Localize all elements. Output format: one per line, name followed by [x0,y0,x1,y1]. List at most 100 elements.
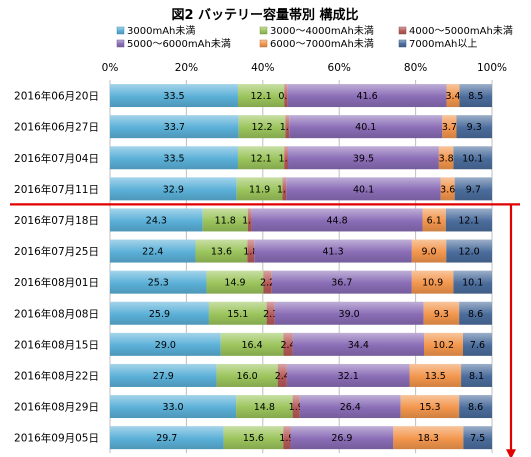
bar-segment [423,301,460,325]
data-label: 1.9 [289,402,304,413]
data-label: 12.1 [458,215,479,226]
data-label: 8.6 [468,309,483,320]
data-label: 33.5 [163,153,184,164]
data-label: 12.0 [459,247,480,258]
legend-swatch [259,26,268,35]
bar-segment [202,208,248,232]
x-tick-label: 20% [175,62,198,74]
data-label: 32.1 [338,371,359,382]
gridlines [109,80,493,454]
data-label: 3.4 [445,91,460,102]
bar-segment [236,177,283,201]
data-label: 8.6 [468,402,483,413]
data-label: 7.5 [470,433,485,444]
data-label: 2.4 [280,340,295,351]
bar-segment [446,239,492,263]
data-label: 26.9 [331,433,352,444]
y-category-label: 2016年07月18日 [14,214,99,227]
bar-segment [288,146,439,170]
data-label: 36.7 [331,278,352,289]
data-label: 3.6 [440,184,455,195]
bar-segment [110,84,238,108]
bar-segment [238,115,286,139]
data-label: 1.0 [280,122,295,133]
bars: 33.5 12.1 0.9 41.6 3.4 8.5 33.7 12.2 1.0 40.1 3.7 9… [110,84,492,450]
bar-segment [277,363,287,387]
y-category-label: 2016年07月25日 [14,245,99,258]
bar-segment [247,208,252,232]
legend-label: 4000～5000mAh未満 [409,25,513,37]
bar-segment [266,301,275,325]
arrow-head [506,449,516,457]
legend: 3000mAh未満 3000～4000mAh未満 4000～5000mAh未満 500… [116,25,513,50]
data-label: 13.5 [425,371,446,382]
legend-label: 3000～4000mAh未満 [270,25,374,37]
bar-segment [422,208,446,232]
data-label: 41.6 [357,91,378,102]
bar-segment [220,332,284,356]
data-label: 11.8 [215,215,236,226]
data-label: 12.1 [251,91,272,102]
bar-segment [283,332,293,356]
data-label: 9.3 [434,309,449,320]
bar-segment [282,177,287,201]
data-label: 8.1 [469,371,484,382]
bar-segment [459,395,492,419]
data-label: 14.9 [224,278,245,289]
bar-segment [206,270,264,294]
data-label: 1.0 [279,153,294,164]
legend-swatch [398,39,407,48]
data-label: 25.9 [149,309,170,320]
y-category-label: 2016年08月01日 [14,276,99,289]
bar-segment [463,426,492,450]
bar-segment [292,332,425,356]
data-label: 9.7 [466,184,481,195]
x-tick-label: 60% [328,62,351,74]
data-label: 40.1 [355,122,376,133]
data-label: 18.3 [418,433,439,444]
data-label: 14.8 [254,402,275,413]
bar-segment [110,395,237,419]
y-category-label: 2016年07月04日 [14,152,99,165]
bar-segment [286,177,441,201]
data-label: 1.0 [277,184,292,195]
bar-segment [411,239,447,263]
x-tick-label: 100% [477,62,507,74]
bar-segment [110,332,221,356]
bar-segment [263,270,272,294]
data-label: 15.1 [227,309,248,320]
bar-segment [285,115,290,139]
legend-label: 7000mAh以上 [409,38,477,50]
x-tick-label: 80% [404,62,427,74]
data-label: 29.7 [156,433,177,444]
data-label: 29.0 [155,340,176,351]
data-label: 10.1 [462,278,483,289]
data-label: 33.7 [164,122,185,133]
bar-segment [110,426,224,450]
data-label: 39.0 [339,309,360,320]
data-label: 7.6 [470,340,485,351]
bar-segment [440,177,455,201]
legend-swatch [398,26,407,35]
data-label: 25.3 [148,278,169,289]
data-label: 15.6 [243,433,264,444]
data-label: 9.0 [421,247,436,258]
x-tick-label: 40% [251,62,274,74]
bar-segment [393,426,464,450]
data-label: 10.2 [433,340,454,351]
data-label: 15.3 [419,402,440,413]
data-label: 32.9 [163,184,184,195]
bar-segment [287,84,447,108]
legend-label: 5000～6000mAh未満 [127,38,231,50]
y-axis-labels: 2016年06月20日 2016年06月27日 2016年07月04日 2016年07… [14,90,99,445]
y-category-label: 2016年08月15日 [14,338,99,351]
data-label: 2.4 [275,371,290,382]
x-tick-label: 0% [102,62,119,74]
bar-segment [254,239,412,263]
bar-segment [237,146,285,170]
divider-annotation [10,203,520,457]
data-label: 13.6 [211,247,232,258]
bar-segment [453,146,492,170]
bar-segment [110,146,238,170]
